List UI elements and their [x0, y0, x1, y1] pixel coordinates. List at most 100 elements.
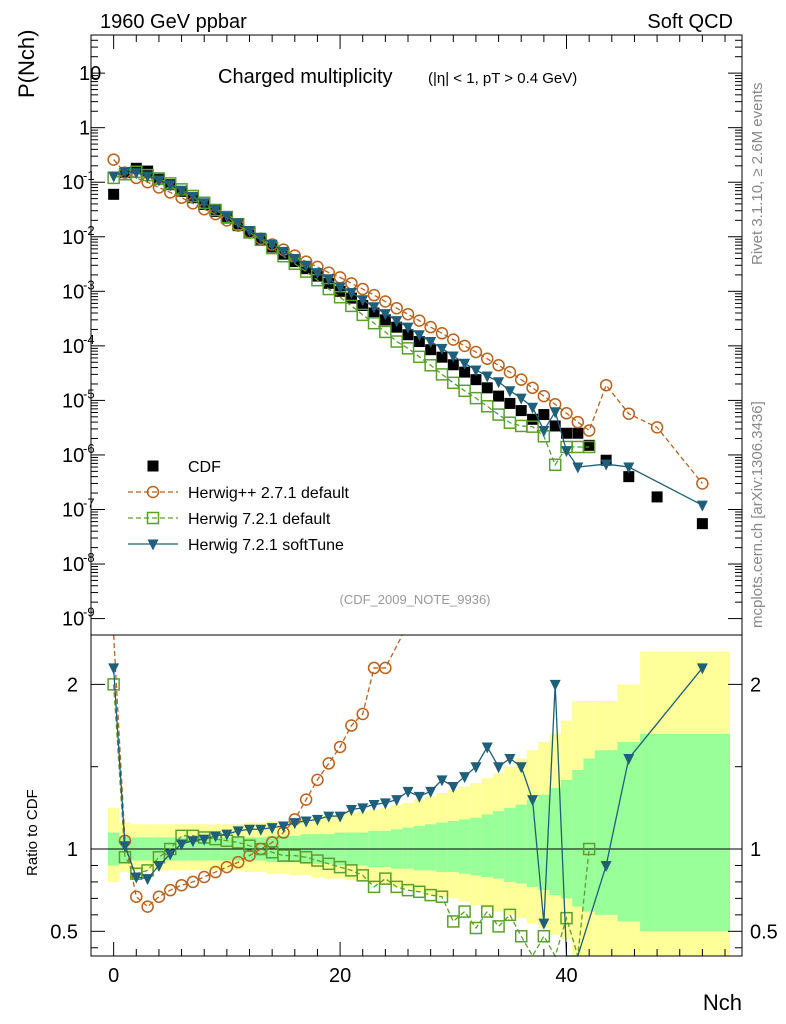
series-herwig-7-2-1-default	[107, 165, 596, 472]
ratio-data-point	[334, 811, 346, 823]
data-point	[470, 365, 482, 377]
ratio-data-point	[176, 839, 188, 851]
ratio-data-point	[333, 740, 347, 754]
data-point	[108, 188, 120, 200]
ratio-data-point	[108, 663, 120, 675]
band-inner-bin	[583, 758, 595, 912]
ratio-data-point	[198, 834, 210, 846]
data-point	[107, 153, 120, 166]
data-point	[582, 424, 596, 437]
ratio-data-point	[379, 872, 392, 885]
main-ytick-exponent: -5	[83, 386, 95, 401]
band-inner-bin	[674, 733, 730, 932]
ratio-data-point	[323, 811, 335, 823]
legend-marker	[147, 460, 159, 472]
band-inner-bin	[572, 769, 584, 907]
ratio-data-point	[153, 860, 165, 872]
ratio-data-point	[481, 742, 493, 754]
ratio-data-point	[345, 804, 357, 816]
ratio-data-point	[582, 842, 596, 856]
ratio-data-point	[142, 874, 154, 886]
main-ytick-label: 10	[62, 172, 84, 194]
data-point	[401, 307, 415, 321]
data-point	[504, 386, 516, 398]
data-point	[651, 491, 663, 503]
data-point	[493, 377, 505, 389]
ratio-data-point	[503, 908, 517, 922]
data-point	[391, 316, 403, 328]
ratio-axes: 0.5 0.51 12 20 20 40	[50, 674, 778, 987]
data-point	[244, 226, 256, 238]
data-point	[232, 218, 244, 230]
ratio-data-point	[515, 762, 527, 774]
ratio-y-axis-label: Ratio to CDF	[24, 789, 41, 876]
ratio-data-point	[164, 883, 177, 897]
data-point	[582, 440, 596, 454]
ratio-data-point	[210, 831, 222, 843]
ratio-data-point	[254, 842, 268, 856]
ratio-data-point	[492, 920, 505, 933]
data-point	[221, 211, 233, 223]
data-point	[481, 352, 494, 366]
data-point	[560, 407, 573, 420]
main-ytick-label: 10	[62, 609, 84, 631]
data-point	[459, 358, 471, 370]
data-point	[402, 329, 414, 341]
data-point	[425, 337, 437, 349]
data-point	[458, 384, 471, 398]
data-point	[413, 330, 425, 342]
data-point	[277, 246, 289, 258]
data-point	[493, 390, 505, 402]
ratio-ytick-label: 0.5	[50, 921, 78, 943]
band-inner-bin	[617, 742, 641, 922]
chart-title: Charged multiplicity	[218, 66, 393, 88]
data-point	[515, 393, 527, 405]
ratio-data-point	[345, 719, 358, 732]
main-ytick-exponent: -6	[83, 441, 95, 456]
data-point	[402, 322, 414, 334]
legend-item-cdf: CDF	[147, 459, 221, 476]
data-point	[469, 391, 483, 405]
band-inner-bin	[594, 750, 618, 915]
ratio-data-point	[696, 663, 708, 675]
ratio-data-point	[514, 929, 528, 943]
main-ytick-label: 10	[62, 281, 84, 303]
main-ytick-exponent: -2	[83, 223, 95, 238]
data-point	[255, 232, 267, 244]
data-point	[345, 288, 357, 300]
ratio-data-point	[175, 878, 188, 892]
band-inner-bin	[504, 807, 516, 882]
main-y-axis-label: P(Nch)	[14, 30, 39, 98]
data-point	[436, 343, 448, 355]
ratio-data-point	[458, 905, 471, 918]
data-point	[503, 365, 517, 379]
ratio-data-point	[197, 870, 211, 884]
data-point	[300, 260, 312, 272]
data-point	[515, 405, 527, 417]
ratio-series-layer	[107, 634, 708, 958]
ratio-ytick-label: 2	[67, 674, 78, 696]
band-inner-bin	[447, 821, 459, 873]
data-point	[210, 204, 222, 216]
ratio-data-point	[391, 795, 403, 807]
ratio-data-point	[333, 860, 347, 874]
main-ytick-exponent: -4	[83, 332, 95, 347]
ratio-data-point	[459, 772, 471, 784]
ratio-data-point	[537, 929, 551, 943]
data-point	[514, 419, 528, 433]
ratio-data-point	[265, 836, 279, 849]
data-point	[470, 374, 482, 386]
data-point	[538, 426, 550, 438]
ratio-data-point	[481, 905, 494, 918]
legend-label: Herwig 7.2.1 default	[188, 511, 331, 528]
ratio-data-point	[255, 824, 267, 836]
data-point	[356, 282, 369, 296]
data-point	[447, 376, 460, 390]
ratio-data-point	[288, 849, 302, 862]
main-ytick-exponent: -1	[83, 168, 95, 183]
ratio-data-point	[300, 816, 312, 828]
data-point	[481, 371, 493, 383]
data-point	[334, 282, 346, 294]
